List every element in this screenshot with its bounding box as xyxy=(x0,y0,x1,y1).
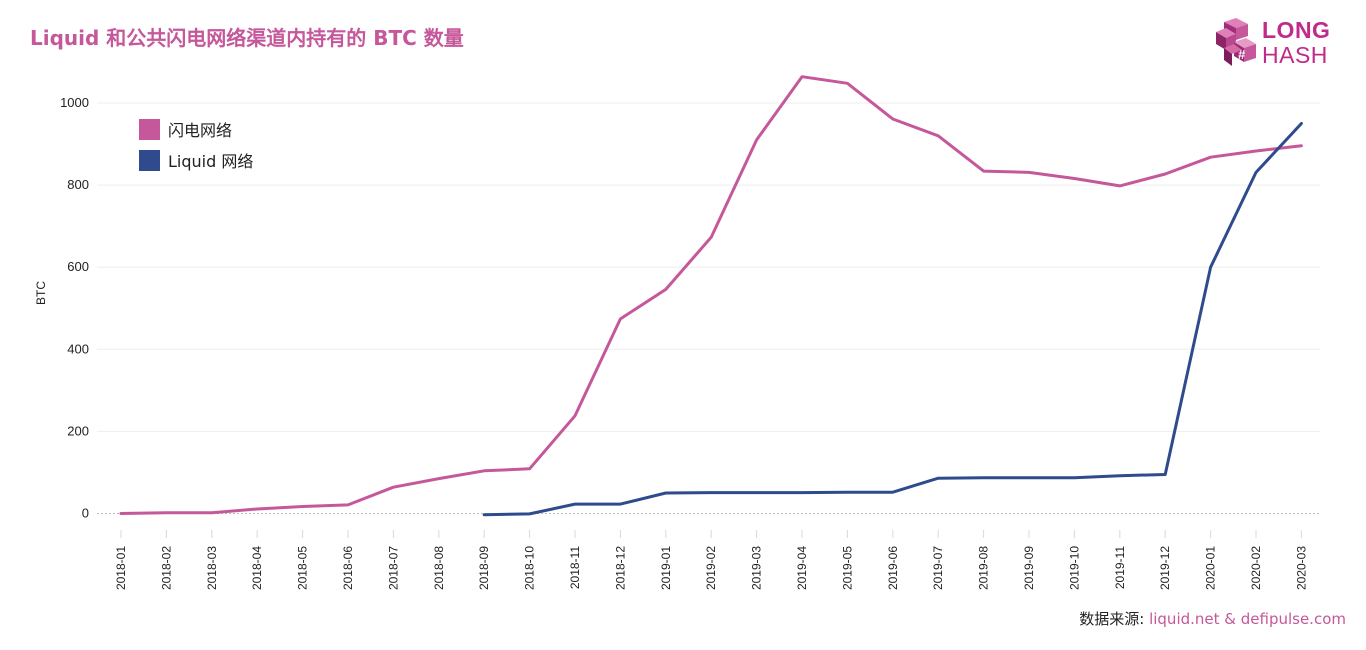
legend: 闪电网络 Liquid 网络 xyxy=(139,119,253,171)
grid-lines xyxy=(97,102,1320,538)
x-tick-label: 2020-01 xyxy=(1204,546,1218,590)
x-tick-label: 2018-09 xyxy=(477,546,491,590)
x-tick-label: 2018-10 xyxy=(523,546,537,590)
x-tick-label: 2018-12 xyxy=(613,546,627,590)
longhash-logo-icon: # xyxy=(1216,18,1256,66)
x-tick-label: 2018-05 xyxy=(296,546,310,590)
x-tick-label: 2018-01 xyxy=(114,546,128,590)
x-tick-label: 2019-02 xyxy=(704,546,718,590)
x-tick-label: 2018-08 xyxy=(432,546,446,590)
logo-text-long: LONG xyxy=(1262,17,1331,43)
x-tick-label: 2018-07 xyxy=(386,546,400,590)
y-tick-label: 1000 xyxy=(60,95,89,110)
x-tick-label: 2019-03 xyxy=(750,546,764,590)
x-tick-label: 2019-12 xyxy=(1158,546,1172,590)
x-tick-label: 2019-10 xyxy=(1067,546,1081,590)
x-tick-label: 2019-01 xyxy=(659,546,673,590)
logo-text-hash: HASH xyxy=(1262,42,1328,68)
legend-label: Liquid 网络 xyxy=(168,152,253,171)
x-tick-label: 2018-03 xyxy=(205,546,219,590)
data-source: 数据来源: liquid.net & defipulse.com xyxy=(1079,608,1346,629)
y-tick-label: 600 xyxy=(67,259,89,274)
x-tick-label: 2019-08 xyxy=(977,546,991,590)
series-line xyxy=(482,122,1303,517)
y-tick-label: 200 xyxy=(67,423,89,438)
x-tick-label: 2018-02 xyxy=(159,546,173,590)
chart-title: Liquid 和公共闪电网络渠道内持有的 BTC 数量 xyxy=(30,26,464,50)
y-tick-label: 400 xyxy=(67,341,89,356)
x-tick-label: 2018-04 xyxy=(250,546,264,590)
axes: BTC 0 200 400 600 800 1000 2018-01 2018-02 2018-… xyxy=(34,95,1308,590)
y-axis-label: BTC xyxy=(34,281,48,305)
series-lines xyxy=(119,75,1303,517)
y-tick-label: 800 xyxy=(67,177,89,192)
x-tick-label: 2019-09 xyxy=(1022,546,1036,590)
x-tick-label: 2020-02 xyxy=(1249,546,1263,590)
x-tick-label: 2019-06 xyxy=(886,546,900,590)
legend-swatch xyxy=(139,119,160,140)
data-source-prefix: 数据来源: xyxy=(1079,610,1150,628)
longhash-logo: # LONG HASH xyxy=(1214,18,1344,70)
x-tick-label: 2019-11 xyxy=(1113,546,1127,589)
x-tick-label: 2020-03 xyxy=(1294,546,1308,590)
x-tick-label: 2019-04 xyxy=(795,546,809,590)
x-tick-label: 2019-05 xyxy=(840,546,854,590)
svg-text:#: # xyxy=(1238,47,1246,62)
data-source-link[interactable]: liquid.net & defipulse.com xyxy=(1149,610,1346,628)
legend-label: 闪电网络 xyxy=(168,121,232,140)
x-tick-label: 2018-06 xyxy=(341,546,355,590)
series-line xyxy=(119,75,1303,515)
x-tick-label: 2018-11 xyxy=(568,546,582,589)
x-tick-label: 2019-07 xyxy=(931,546,945,590)
y-tick-label: 0 xyxy=(82,506,89,521)
legend-swatch xyxy=(139,150,160,171)
